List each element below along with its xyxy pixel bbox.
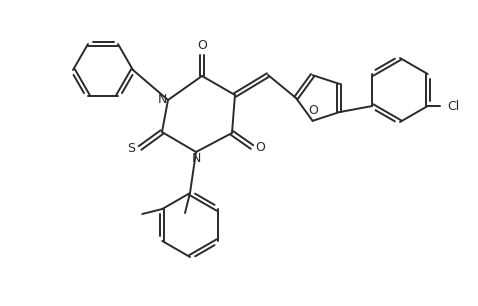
- Text: N: N: [157, 92, 167, 106]
- Text: N: N: [191, 151, 201, 165]
- Text: O: O: [255, 140, 265, 154]
- Text: O: O: [197, 39, 207, 51]
- Text: O: O: [309, 104, 318, 117]
- Text: S: S: [127, 141, 135, 155]
- Text: Cl: Cl: [448, 99, 460, 113]
